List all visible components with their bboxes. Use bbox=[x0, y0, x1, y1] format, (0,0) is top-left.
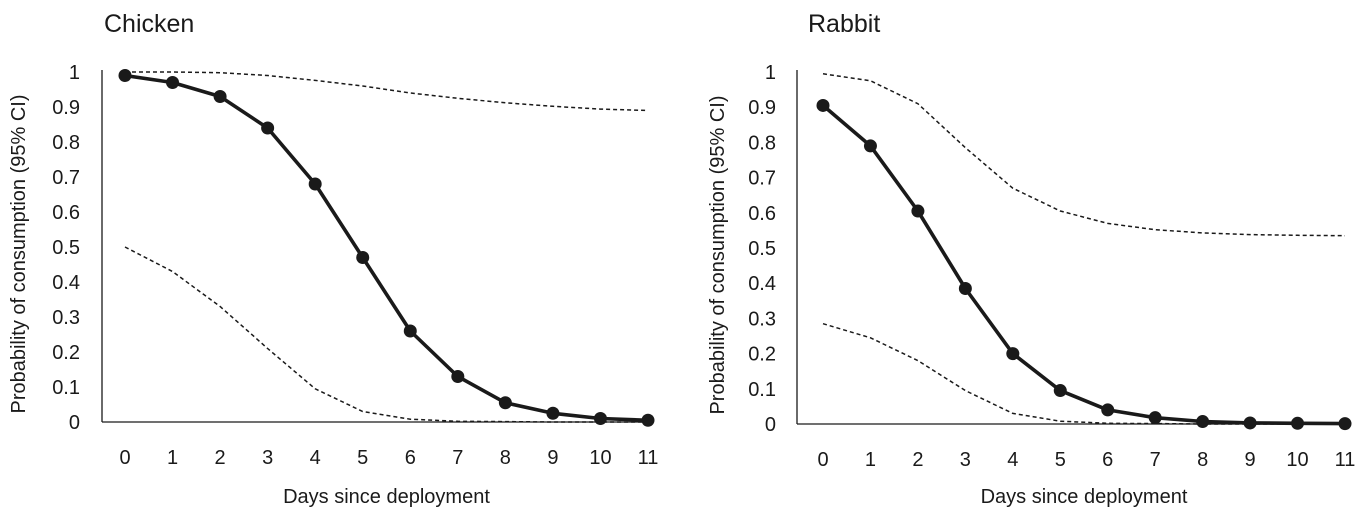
chicken-estimate-point bbox=[308, 177, 322, 191]
chicken-x-tick-label: 0 bbox=[119, 447, 130, 469]
rabbit-x-tick-label: 11 bbox=[1335, 449, 1356, 471]
rabbit-y-axis-label: Probability of consumption (95% CI) bbox=[707, 95, 729, 414]
chicken-y-tick-label: 1 bbox=[69, 62, 80, 84]
chicken-y-tick-label: 0.2 bbox=[52, 342, 80, 364]
chicken-y-axis-label: Probability of consumption (95% CI) bbox=[8, 94, 30, 413]
rabbit-y-tick-label: 0.9 bbox=[748, 97, 776, 119]
rabbit-x-tick-label: 3 bbox=[960, 449, 971, 471]
rabbit-x-tick-label: 4 bbox=[1007, 449, 1018, 471]
chicken-x-tick-label: 6 bbox=[405, 447, 416, 469]
rabbit-estimate-point bbox=[911, 204, 925, 218]
rabbit-estimate-point bbox=[1338, 417, 1352, 431]
chicken-estimate-point bbox=[593, 412, 607, 425]
rabbit-estimate-point bbox=[816, 98, 830, 112]
rabbit-estimate-point bbox=[1101, 403, 1115, 417]
chicken-estimate-point bbox=[641, 413, 655, 427]
rabbit-y-tick-label: 0.6 bbox=[748, 203, 776, 225]
chicken-x-tick-label: 11 bbox=[638, 447, 659, 469]
chicken-x-tick-label: 2 bbox=[215, 447, 226, 469]
chicken-chart-title: Chicken bbox=[104, 10, 194, 38]
rabbit-estimate-point bbox=[1006, 347, 1020, 361]
rabbit-x-tick-label: 0 bbox=[817, 449, 828, 471]
chicken-y-tick-label: 0 bbox=[69, 412, 80, 434]
chicken-upper-line bbox=[125, 71, 649, 112]
rabbit-y-tick-label: 0.1 bbox=[748, 379, 776, 401]
rabbit-y-tick-label: 0.8 bbox=[748, 132, 776, 154]
rabbit-y-tick-label: 0.3 bbox=[748, 308, 776, 330]
chicken-x-tick-label: 10 bbox=[589, 447, 611, 469]
chicken-estimate-point bbox=[118, 69, 132, 82]
rabbit-x-tick-label: 8 bbox=[1197, 449, 1208, 471]
chicken-x-tick-label: 3 bbox=[262, 447, 273, 469]
chicken-x-tick-label: 4 bbox=[310, 447, 321, 469]
rabbit-y-tick-label: 0.2 bbox=[748, 344, 776, 366]
chicken-x-tick-label: 8 bbox=[500, 447, 511, 469]
chicken-estimate-point bbox=[166, 76, 180, 89]
rabbit-estimate-point bbox=[1053, 384, 1067, 398]
rabbit-estimate-point bbox=[1243, 416, 1257, 430]
chicken-x-tick-label: 5 bbox=[357, 447, 368, 469]
chicken-y-tick-label: 0.8 bbox=[52, 132, 80, 154]
chicken-estimate-point bbox=[403, 324, 417, 338]
rabbit-x-tick-label: 5 bbox=[1055, 449, 1066, 471]
chicken-estimate-line bbox=[124, 73, 649, 423]
chicken-y-tick-label: 0.6 bbox=[52, 202, 80, 224]
rabbit-estimate-point bbox=[863, 139, 877, 153]
rabbit-y-tick-label: 1 bbox=[765, 62, 776, 84]
chicken-estimate-point bbox=[356, 251, 370, 264]
chicken-lower-line bbox=[124, 246, 648, 423]
chicken-x-tick-label: 9 bbox=[547, 447, 558, 469]
chicken-y-tick-label: 0.5 bbox=[52, 237, 80, 259]
chicken-y-tick-label: 0.3 bbox=[52, 307, 80, 329]
rabbit-x-tick-label: 1 bbox=[865, 449, 876, 471]
chicken-x-tick-label: 1 bbox=[167, 447, 178, 469]
chicken-y-tick-label: 0.9 bbox=[52, 97, 80, 119]
rabbit-chart-title: Rabbit bbox=[808, 10, 880, 38]
chicken-estimate-point bbox=[261, 121, 275, 135]
rabbit-estimate-point bbox=[958, 281, 972, 295]
chicken-y-tick-label: 0.7 bbox=[52, 167, 80, 189]
chicken-y-tick-label: 0.4 bbox=[52, 272, 80, 294]
chicken-estimate-point bbox=[546, 406, 560, 420]
rabbit-y-tick-label: 0 bbox=[765, 414, 776, 436]
chicken-estimate-point bbox=[451, 370, 465, 383]
rabbit-y-tick-label: 0.7 bbox=[748, 168, 776, 190]
chicken-estimate-point bbox=[213, 90, 227, 103]
rabbit-x-tick-label: 9 bbox=[1245, 449, 1256, 471]
chicken-x-tick-label: 7 bbox=[452, 447, 463, 469]
chicken-estimate-point bbox=[498, 396, 512, 410]
rabbit-x-axis-label: Days since deployment bbox=[981, 486, 1188, 508]
rabbit-estimate-point bbox=[1291, 416, 1305, 430]
rabbit-y-tick-label: 0.5 bbox=[748, 238, 776, 260]
rabbit-upper-line bbox=[822, 73, 1346, 237]
rabbit-x-tick-label: 10 bbox=[1286, 449, 1308, 471]
rabbit-estimate-point bbox=[1148, 411, 1162, 425]
rabbit-x-tick-label: 2 bbox=[912, 449, 923, 471]
rabbit-estimate-point bbox=[1196, 415, 1210, 429]
rabbit-lower-line bbox=[822, 322, 1345, 425]
rabbit-y-tick-label: 0.4 bbox=[748, 273, 776, 295]
rabbit-x-tick-label: 6 bbox=[1102, 449, 1113, 471]
chicken-x-axis-label: Days since deployment bbox=[283, 486, 490, 508]
rabbit-estimate-line bbox=[821, 104, 1346, 426]
chicken-y-tick-label: 0.1 bbox=[52, 377, 80, 399]
rabbit-x-tick-label: 7 bbox=[1150, 449, 1161, 471]
